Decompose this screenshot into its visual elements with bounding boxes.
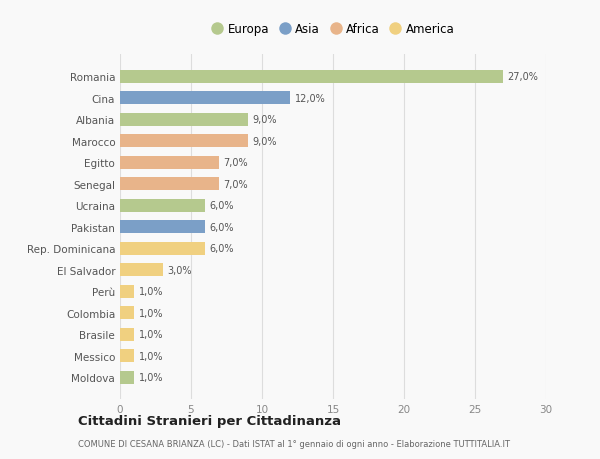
Text: 1,0%: 1,0% <box>139 372 163 382</box>
Text: 9,0%: 9,0% <box>252 136 277 146</box>
Bar <box>120 71 503 84</box>
Text: 6,0%: 6,0% <box>209 222 234 232</box>
Bar <box>120 242 205 255</box>
Bar <box>120 92 290 105</box>
Text: 12,0%: 12,0% <box>295 94 325 104</box>
Text: 1,0%: 1,0% <box>139 351 163 361</box>
Bar <box>120 113 248 127</box>
Text: Cittadini Stranieri per Cittadinanza: Cittadini Stranieri per Cittadinanza <box>78 414 341 428</box>
Text: COMUNE DI CESANA BRIANZA (LC) - Dati ISTAT al 1° gennaio di ogni anno - Elaboraz: COMUNE DI CESANA BRIANZA (LC) - Dati IST… <box>78 439 510 448</box>
Text: 7,0%: 7,0% <box>224 158 248 168</box>
Text: 6,0%: 6,0% <box>209 244 234 254</box>
Text: 27,0%: 27,0% <box>508 72 539 82</box>
Bar <box>120 285 134 298</box>
Legend: Europa, Asia, Africa, America: Europa, Asia, Africa, America <box>208 20 458 39</box>
Text: 6,0%: 6,0% <box>209 201 234 211</box>
Bar <box>120 328 134 341</box>
Bar <box>120 371 134 384</box>
Text: 9,0%: 9,0% <box>252 115 277 125</box>
Text: 1,0%: 1,0% <box>139 330 163 339</box>
Text: 7,0%: 7,0% <box>224 179 248 189</box>
Bar <box>120 199 205 212</box>
Bar <box>120 157 220 169</box>
Bar <box>120 178 220 191</box>
Bar <box>120 135 248 148</box>
Bar <box>120 307 134 319</box>
Bar <box>120 263 163 276</box>
Text: 1,0%: 1,0% <box>139 308 163 318</box>
Text: 1,0%: 1,0% <box>139 286 163 297</box>
Text: 3,0%: 3,0% <box>167 265 191 275</box>
Bar <box>120 349 134 362</box>
Bar <box>120 221 205 234</box>
